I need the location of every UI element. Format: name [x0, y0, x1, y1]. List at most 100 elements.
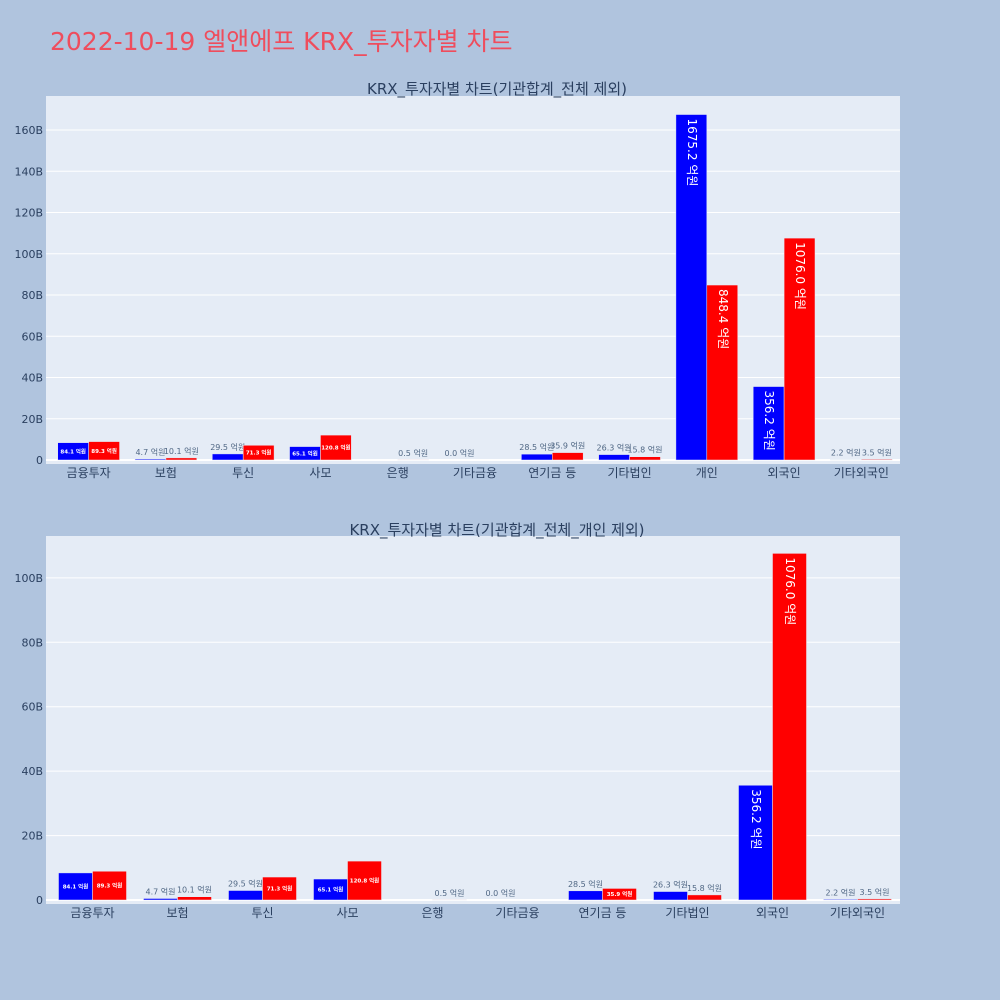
- chart-1: 0 20B 40B 60B 80B 100B 120B 140B 160B KRX_투자자별 차트…: [14, 80, 900, 480]
- y-tick-label: 40B: [21, 372, 43, 385]
- buy-bar: [675, 114, 708, 461]
- data-label: 65.1 억원: [292, 449, 318, 457]
- sell-bar: [783, 237, 816, 461]
- x-tick-label: 기타법인: [665, 906, 709, 920]
- sell-bar: [706, 284, 738, 461]
- data-label: 1076.0 억원: [783, 557, 797, 625]
- data-label: 15.8 억원: [627, 445, 662, 455]
- x-tick-label: 투신: [232, 466, 254, 480]
- x-tick-label: 외국인: [768, 466, 801, 480]
- y-tick-label: 160B: [14, 124, 43, 137]
- x-tick-label: 금융투자: [67, 466, 111, 480]
- sell-bar: [262, 876, 297, 901]
- data-label: 35.9 억원: [550, 441, 585, 451]
- x-tick-label: 금융투자: [70, 906, 114, 920]
- data-label: 2.2 억원: [831, 448, 861, 458]
- data-label: 356.2 억원: [762, 391, 776, 451]
- sell-bar: [242, 445, 275, 461]
- buy-bar: [228, 890, 263, 901]
- x-tick-label: 기타법인: [607, 466, 651, 480]
- data-label: 848.4 억원: [716, 289, 730, 349]
- y-tick-label: 20B: [21, 830, 43, 843]
- sell-bar: [861, 459, 893, 461]
- data-label: 3.5 억원: [860, 887, 890, 897]
- y-tick-label: 140B: [14, 165, 43, 178]
- sell-bar: [347, 860, 382, 901]
- page-title: 2022-10-19 엘앤에프 KRX_투자자별 차트: [50, 27, 513, 56]
- data-label: 0.5 억원: [435, 888, 465, 898]
- y-tick-label: 80B: [21, 636, 43, 649]
- x-tick-label: 기타외국인: [834, 466, 889, 480]
- buy-bar: [134, 458, 167, 461]
- chart-2: 0 20B 40B 60B 80B 100B KRX_투자자별 차트(기관합계_전체_개인 …: [14, 521, 900, 920]
- data-label: 2.2 억원: [826, 887, 856, 897]
- data-label: 0.0 억원: [486, 888, 516, 898]
- x-tick-label: 기타금융: [495, 906, 539, 920]
- buy-bar: [752, 386, 785, 461]
- y-tick-label: 120B: [14, 207, 43, 220]
- x-tick-label: 기타외국인: [830, 906, 885, 920]
- sell-bar: [320, 434, 352, 461]
- sell-bar: [88, 441, 120, 461]
- x-tick-label: 은행: [421, 905, 443, 920]
- y-tick-label: 60B: [21, 701, 43, 714]
- data-label: 1076.0 억원: [793, 242, 807, 310]
- sell-bar: [602, 888, 637, 901]
- y-tick-label: 0: [36, 454, 43, 467]
- sell-bar: [165, 457, 198, 461]
- buy-bar: [143, 898, 178, 901]
- sell-bar: [629, 456, 661, 461]
- chart-title: KRX_투자자별 차트(기관합계_전체_개인 제외): [349, 521, 644, 540]
- sell-bar: [552, 452, 584, 461]
- data-label: 89.3 억원: [91, 447, 117, 455]
- data-label: 4.7 억원: [135, 447, 165, 457]
- y-tick-label: 0: [36, 894, 43, 907]
- data-label: 4.7 억원: [146, 886, 176, 896]
- buy-bar: [653, 891, 688, 901]
- x-tick-label: 개인: [696, 466, 718, 480]
- y-tick-label: 100B: [14, 572, 43, 585]
- x-tick-label: 연기금 등: [579, 906, 627, 920]
- y-tick-label: 20B: [21, 413, 43, 426]
- data-label: 29.5 억원: [210, 442, 245, 452]
- buy-bar: [58, 872, 93, 901]
- data-label: 26.3 억원: [653, 880, 688, 890]
- x-tick-label: 연기금 등: [528, 466, 576, 480]
- data-label: 71.3 억원: [267, 885, 293, 893]
- data-label: 29.5 억원: [228, 878, 263, 888]
- x-tick-label: 보험: [166, 906, 188, 920]
- data-label: 84.1 억원: [63, 882, 89, 890]
- x-tick-label: 투신: [251, 906, 273, 920]
- x-tick-label: 은행: [387, 465, 409, 480]
- sell-bar: [92, 870, 127, 901]
- x-tick-label: 기타금융: [453, 466, 497, 480]
- data-label: 28.5 억원: [568, 879, 603, 889]
- y-tick-label: 100B: [14, 248, 43, 261]
- x-tick-label: 보험: [155, 466, 177, 480]
- data-label: 0.0 억원: [445, 448, 475, 458]
- data-label: 35.9 억원: [607, 890, 633, 898]
- data-label: 3.5 억원: [862, 447, 892, 457]
- x-tick-label: 사모: [309, 466, 331, 480]
- chart-title: KRX_투자자별 차트(기관합계_전체 제외): [367, 80, 627, 99]
- data-label: 356.2 억원: [749, 789, 763, 849]
- sell-bar: [857, 898, 892, 901]
- data-label: 0.5 억원: [398, 448, 428, 458]
- buy-bar: [823, 899, 858, 901]
- sell-bar: [772, 553, 807, 901]
- data-label: 26.3 억원: [597, 443, 632, 453]
- data-label: 1675.2 억원: [685, 119, 699, 187]
- buy-bar: [598, 454, 630, 461]
- data-label: 89.3 억원: [97, 882, 123, 890]
- sell-bar: [687, 894, 722, 901]
- sell-bar: [177, 896, 212, 901]
- data-label: 120.8 억원: [321, 444, 350, 452]
- data-label: 71.3 억원: [246, 449, 272, 457]
- y-tick-label: 80B: [21, 289, 43, 302]
- data-label: 28.5 억원: [519, 442, 554, 452]
- y-tick-label: 60B: [21, 330, 43, 343]
- buy-bar: [521, 453, 553, 461]
- x-tick-label: 외국인: [756, 906, 789, 920]
